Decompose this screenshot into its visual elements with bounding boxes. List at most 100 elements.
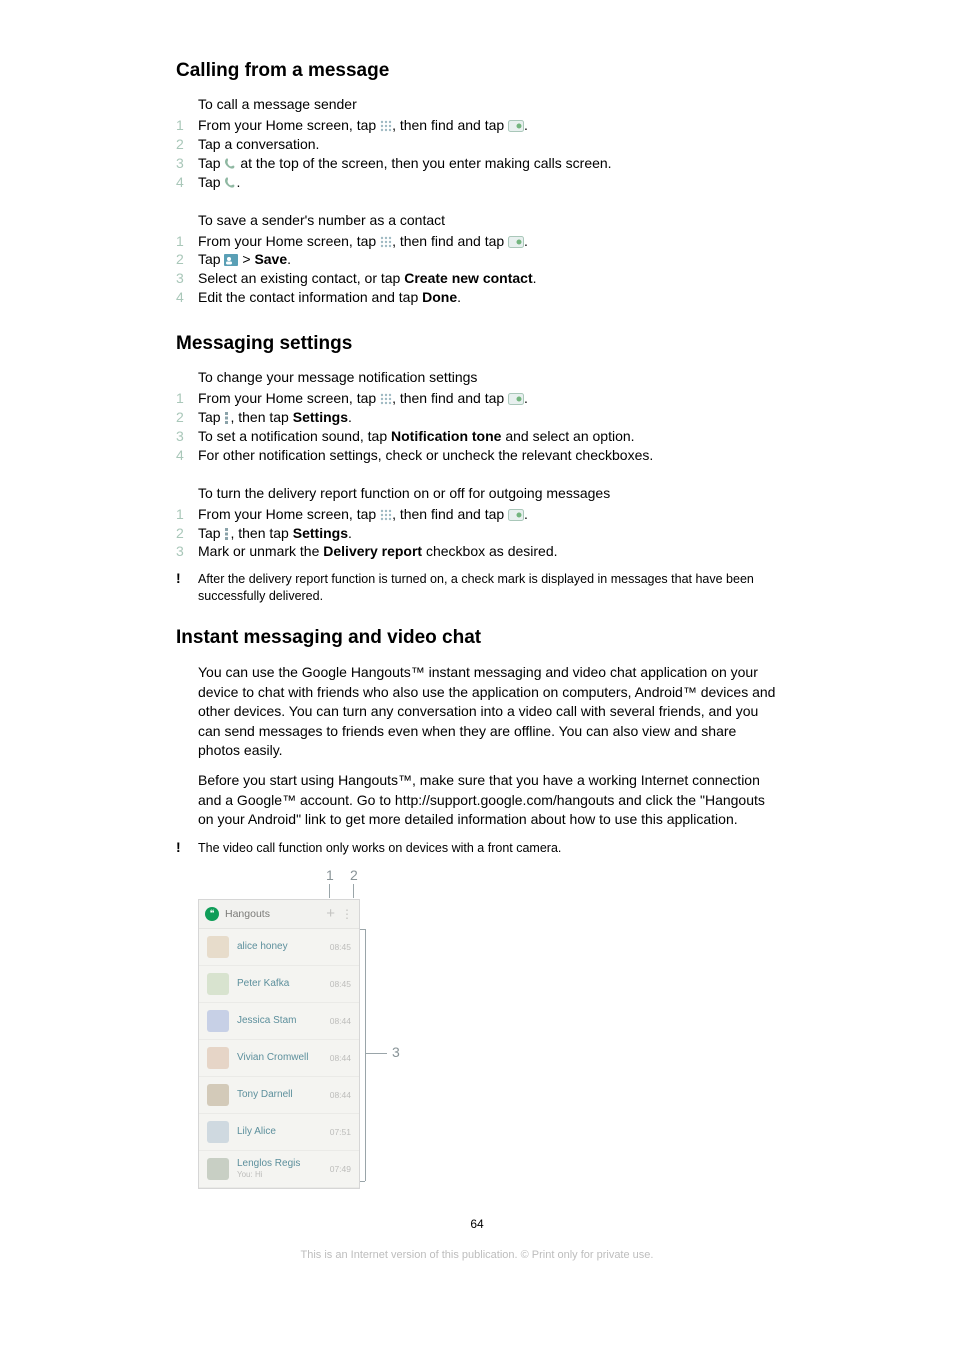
important-icon: !	[176, 571, 198, 605]
hangouts-list-item: alice honey08:45	[199, 929, 359, 966]
important-icon: !	[176, 840, 198, 857]
contact-name: Peter Kafka	[237, 978, 330, 989]
phone-icon	[224, 158, 236, 170]
timestamp: 07:49	[330, 1164, 351, 1174]
step-number: 3	[176, 427, 198, 446]
overflow-menu-icon: ⋮	[341, 907, 353, 921]
avatar	[207, 1047, 229, 1069]
messaging-icon	[508, 393, 524, 405]
hangouts-list-item: Lenglos RegisYou: Hi07:49	[199, 1151, 359, 1188]
step-number: 1	[176, 389, 198, 408]
contact-card-icon	[224, 254, 238, 266]
avatar	[207, 936, 229, 958]
subhead-notification-settings: To change your message notification sett…	[198, 369, 778, 385]
step-number: 1	[176, 505, 198, 524]
timestamp: 08:45	[330, 979, 351, 989]
step-number: 4	[176, 446, 198, 465]
callout-line	[360, 929, 365, 930]
step-text: From your Home screen, tap , then find a…	[198, 505, 778, 524]
avatar	[207, 1158, 229, 1180]
avatar	[207, 973, 229, 995]
step-number: 4	[176, 173, 198, 192]
contact-name: Tony Darnell	[237, 1089, 330, 1100]
apps-grid-icon	[380, 509, 392, 521]
apps-grid-icon	[380, 120, 392, 132]
step-text: Tap at the top of the screen, then you e…	[198, 154, 778, 173]
timestamp: 08:45	[330, 942, 351, 952]
messaging-icon	[508, 236, 524, 248]
step-text: Mark or unmark the Delivery report check…	[198, 542, 778, 561]
contact-name: Lily Alice	[237, 1126, 330, 1137]
note-text: After the delivery report function is tu…	[198, 571, 778, 605]
callout-line	[360, 1181, 365, 1182]
plus-icon: +	[320, 905, 341, 922]
step-number: 2	[176, 408, 198, 427]
step-number: 1	[176, 116, 198, 135]
step-text: From your Home screen, tap , then find a…	[198, 389, 778, 408]
step-text: Tap a conversation.	[198, 135, 778, 154]
step-text: For other notification settings, check o…	[198, 446, 778, 465]
callout-label: 2	[350, 867, 358, 883]
contact-name: alice honey	[237, 941, 330, 952]
messaging-icon	[508, 120, 524, 132]
step-text: Tap , then tap Settings.	[198, 408, 778, 427]
heading-messaging-settings: Messaging settings	[176, 333, 778, 355]
step-text: From your Home screen, tap , then find a…	[198, 232, 778, 251]
heading-calling: Calling from a message	[176, 60, 778, 82]
callout-line	[353, 884, 354, 898]
subhead-call-sender: To call a message sender	[198, 96, 778, 112]
step-text: Tap .	[198, 173, 778, 192]
hangouts-list-item: Tony Darnell08:44	[199, 1077, 359, 1114]
step-number: 3	[176, 154, 198, 173]
step-text: Tap > Save.	[198, 250, 778, 269]
heading-instant-messaging: Instant messaging and video chat	[176, 627, 778, 649]
step-number: 1	[176, 232, 198, 251]
note-text: The video call function only works on de…	[198, 840, 778, 857]
timestamp: 08:44	[330, 1053, 351, 1063]
apps-grid-icon	[380, 236, 392, 248]
subhead-delivery-report: To turn the delivery report function on …	[198, 485, 778, 501]
callout-bracket	[364, 929, 366, 1181]
step-text: From your Home screen, tap , then find a…	[198, 116, 778, 135]
hangouts-screenshot: ❝ Hangouts + ⋮ alice honey08:45Peter Kaf…	[198, 899, 360, 1189]
contact-name: Lenglos Regis	[237, 1158, 330, 1169]
step-number: 3	[176, 542, 198, 561]
timestamp: 08:44	[330, 1016, 351, 1026]
page-number: 64	[176, 1217, 778, 1231]
callout-line	[365, 1053, 387, 1054]
contact-subtext: You: Hi	[237, 1170, 330, 1179]
timestamp: 07:51	[330, 1127, 351, 1137]
step-number: 2	[176, 135, 198, 154]
paragraph: Before you start using Hangouts™, make s…	[198, 771, 778, 830]
hangouts-figure: 1 2 ❝ Hangouts + ⋮ alice honey08:45Peter…	[198, 867, 458, 1187]
messaging-icon	[508, 509, 524, 521]
step-number: 4	[176, 288, 198, 307]
hangouts-list-item: Jessica Stam08:44	[199, 1003, 359, 1040]
phone-icon	[224, 177, 236, 189]
step-number: 3	[176, 269, 198, 288]
callout-label: 1	[326, 867, 334, 883]
contact-name: Vivian Cromwell	[237, 1052, 330, 1063]
subhead-save-sender: To save a sender's number as a contact	[198, 212, 778, 228]
avatar	[207, 1084, 229, 1106]
avatar	[207, 1010, 229, 1032]
apps-grid-icon	[380, 393, 392, 405]
hangouts-logo-icon: ❝	[205, 907, 219, 921]
step-number: 2	[176, 250, 198, 269]
hangouts-header: ❝ Hangouts + ⋮	[199, 900, 359, 929]
step-text: To set a notification sound, tap Notific…	[198, 427, 778, 446]
step-number: 2	[176, 524, 198, 543]
step-text: Select an existing contact, or tap Creat…	[198, 269, 778, 288]
footer-disclaimer: This is an Internet version of this publ…	[176, 1249, 778, 1261]
paragraph: You can use the Google Hangouts™ instant…	[198, 663, 778, 761]
step-text: Tap , then tap Settings.	[198, 524, 778, 543]
callout-label: 3	[392, 1044, 400, 1060]
contact-name: Jessica Stam	[237, 1015, 330, 1026]
timestamp: 08:44	[330, 1090, 351, 1100]
hangouts-list-item: Vivian Cromwell08:44	[199, 1040, 359, 1077]
avatar	[207, 1121, 229, 1143]
hangouts-list-item: Peter Kafka08:45	[199, 966, 359, 1003]
step-text: Edit the contact information and tap Don…	[198, 288, 778, 307]
hangouts-title: Hangouts	[225, 908, 320, 920]
callout-line	[329, 884, 330, 898]
